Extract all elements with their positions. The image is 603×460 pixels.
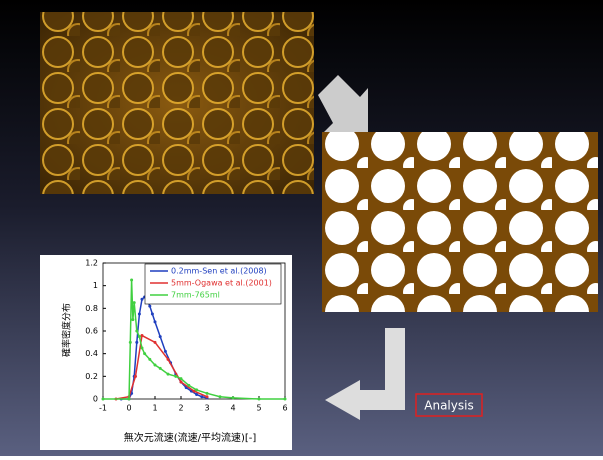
point — [205, 391, 209, 395]
point — [179, 380, 183, 384]
point — [153, 363, 157, 367]
point — [231, 396, 235, 400]
legend-label: 0.2mm-Sen et al.(2008) — [171, 267, 267, 276]
x-tick-label: -1 — [99, 404, 107, 413]
y-tick-label: 0 — [93, 395, 98, 404]
y-tick-label: 0.6 — [85, 327, 98, 336]
point — [128, 340, 132, 344]
point — [200, 395, 204, 399]
point — [148, 357, 152, 361]
point — [135, 340, 139, 344]
point — [283, 397, 287, 401]
x-tick-label: 4 — [230, 404, 235, 413]
y-tick-label: 0.8 — [85, 304, 98, 313]
point — [158, 366, 162, 370]
point — [127, 397, 131, 401]
x-tick-label: 0 — [126, 404, 131, 413]
x-tick-label: 1 — [152, 404, 157, 413]
point — [195, 392, 199, 396]
point — [137, 335, 141, 339]
x-axis-label: 無次元流速(流速/平均流速)[-] — [124, 431, 257, 444]
point — [163, 349, 167, 353]
y-tick-label: 1 — [93, 281, 98, 290]
photo-circles — [322, 132, 598, 312]
x-tick-label: 5 — [256, 404, 261, 413]
point — [143, 352, 147, 356]
photo-bubbles — [40, 12, 314, 194]
x-tick-label: 6 — [282, 404, 287, 413]
point — [205, 395, 209, 399]
y-tick-label: 0.2 — [85, 372, 98, 381]
point — [134, 374, 137, 378]
y-tick-label: 1.2 — [85, 259, 98, 268]
point — [195, 388, 199, 392]
point — [257, 397, 261, 401]
y-tick-label: 0.4 — [85, 349, 98, 358]
point — [179, 377, 183, 381]
point — [148, 304, 152, 308]
arrow — [318, 75, 368, 132]
point — [140, 297, 144, 301]
point — [135, 329, 139, 333]
x-tick-label: 2 — [178, 404, 183, 413]
point — [130, 278, 134, 282]
annotation: Analysis — [424, 399, 473, 413]
point — [150, 312, 154, 316]
annotation-box — [415, 393, 483, 417]
x-tick-label: 3 — [204, 404, 209, 413]
y-axis-label: 確率密度分布 — [61, 303, 73, 357]
arrow — [325, 328, 405, 420]
point — [132, 301, 136, 305]
point — [131, 318, 135, 322]
point — [153, 320, 157, 324]
legend-label: 7mm-765ml — [171, 291, 220, 300]
point — [166, 372, 170, 376]
point — [158, 335, 162, 339]
point — [153, 340, 157, 344]
series-line — [121, 296, 208, 400]
point — [137, 312, 141, 316]
legend-label: 5mm-Ogawa et al.(2001) — [171, 279, 272, 288]
point — [166, 357, 170, 361]
point — [218, 395, 222, 399]
point — [140, 346, 144, 350]
point — [101, 397, 105, 401]
point — [174, 374, 178, 378]
point — [192, 389, 196, 393]
point — [140, 334, 144, 338]
point — [187, 383, 191, 387]
